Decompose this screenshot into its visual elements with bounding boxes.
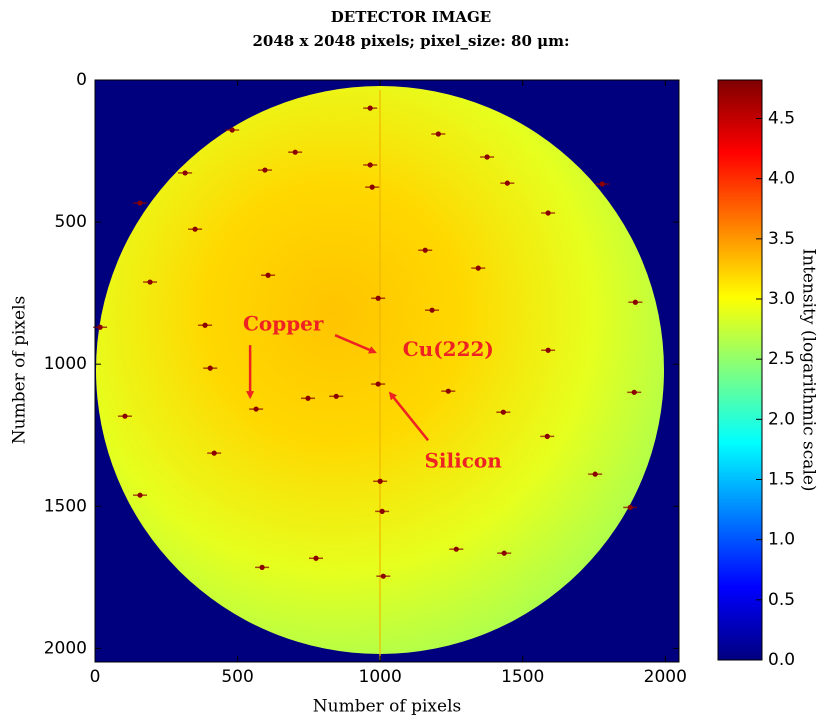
peak xyxy=(212,451,217,456)
peak xyxy=(628,505,633,510)
peak xyxy=(376,296,381,301)
peak xyxy=(502,551,507,556)
peak xyxy=(254,406,259,411)
peak xyxy=(265,273,270,278)
peak xyxy=(429,308,434,313)
peak xyxy=(446,389,451,394)
chart: DETECTOR IMAGE 2048 x 2048 pixels; pixel… xyxy=(0,0,822,722)
peak xyxy=(202,323,207,328)
peak xyxy=(230,127,235,132)
peak xyxy=(368,106,373,111)
peak xyxy=(423,248,428,253)
peak xyxy=(376,381,381,386)
peak xyxy=(380,509,385,514)
peak xyxy=(192,227,197,232)
colorbar-tick-label: 0.5 xyxy=(768,590,795,610)
colorbar-tick-label: 3.5 xyxy=(768,229,795,249)
peak xyxy=(260,565,265,570)
annotation-label: Copper xyxy=(243,312,324,336)
peak xyxy=(600,181,605,186)
peak xyxy=(370,185,375,190)
peak xyxy=(501,410,506,415)
peak xyxy=(122,414,127,419)
peak xyxy=(137,200,142,205)
peak xyxy=(545,434,550,439)
peak xyxy=(546,210,551,215)
colorbar-tick-label: 2.5 xyxy=(768,349,795,369)
colorbar-tick-label: 4.5 xyxy=(768,109,795,129)
peak xyxy=(368,162,373,167)
peak xyxy=(147,279,152,284)
chart-title: DETECTOR IMAGE xyxy=(331,8,491,26)
peak xyxy=(436,131,441,136)
peak xyxy=(378,479,383,484)
y-tick-label: 1500 xyxy=(44,496,87,516)
peak xyxy=(262,167,267,172)
peak xyxy=(632,390,637,395)
peak xyxy=(98,325,103,330)
chart-subtitle: 2048 x 2048 pixels; pixel_size: 80 μm: xyxy=(253,32,570,50)
peak xyxy=(484,154,489,159)
x-tick-label: 1500 xyxy=(501,667,544,687)
peak xyxy=(305,396,310,401)
y-axis-label: Number of pixels xyxy=(10,296,30,444)
peak xyxy=(505,181,510,186)
annotation-label: Silicon xyxy=(424,449,502,473)
peak xyxy=(293,150,298,155)
colorbar xyxy=(718,80,762,660)
y-tick-label: 0 xyxy=(76,70,87,90)
colorbar-tick-label: 1.0 xyxy=(768,530,795,550)
peak xyxy=(334,394,339,399)
y-tick-label: 500 xyxy=(55,212,87,232)
peak xyxy=(454,547,459,552)
x-tick-label: 2000 xyxy=(644,667,687,687)
peak xyxy=(137,493,142,498)
peak xyxy=(183,170,188,175)
colorbar-tick-label: 4.0 xyxy=(768,169,795,189)
peak xyxy=(593,472,598,477)
x-tick-label: 1000 xyxy=(359,667,402,687)
peak xyxy=(633,300,638,305)
peak xyxy=(313,556,318,561)
x-tick-label: 0 xyxy=(90,667,101,687)
x-tick-label: 500 xyxy=(221,667,253,687)
peak xyxy=(476,266,481,271)
colorbar-tick-label: 1.5 xyxy=(768,470,795,490)
colorbar-tick-label: 3.0 xyxy=(768,289,795,309)
x-axis-label: Number of pixels xyxy=(313,697,461,717)
colorbar-tick-label: 0.0 xyxy=(768,650,795,670)
peak xyxy=(381,574,386,579)
annotation-label: Cu(222) xyxy=(403,337,494,361)
y-tick-label: 1000 xyxy=(44,354,87,374)
y-tick-label: 2000 xyxy=(44,638,87,658)
peak xyxy=(546,348,551,353)
peak xyxy=(208,366,213,371)
colorbar-label: Intensity (logarithmic scale) xyxy=(799,248,819,491)
colorbar-tick-label: 2.0 xyxy=(768,409,795,429)
